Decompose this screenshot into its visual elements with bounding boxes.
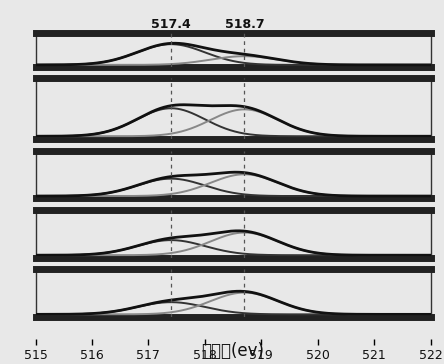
Text: 517.4: 517.4: [151, 18, 191, 31]
Text: 518.7: 518.7: [225, 18, 264, 31]
Text: 结合能(ev): 结合能(ev): [202, 343, 265, 360]
